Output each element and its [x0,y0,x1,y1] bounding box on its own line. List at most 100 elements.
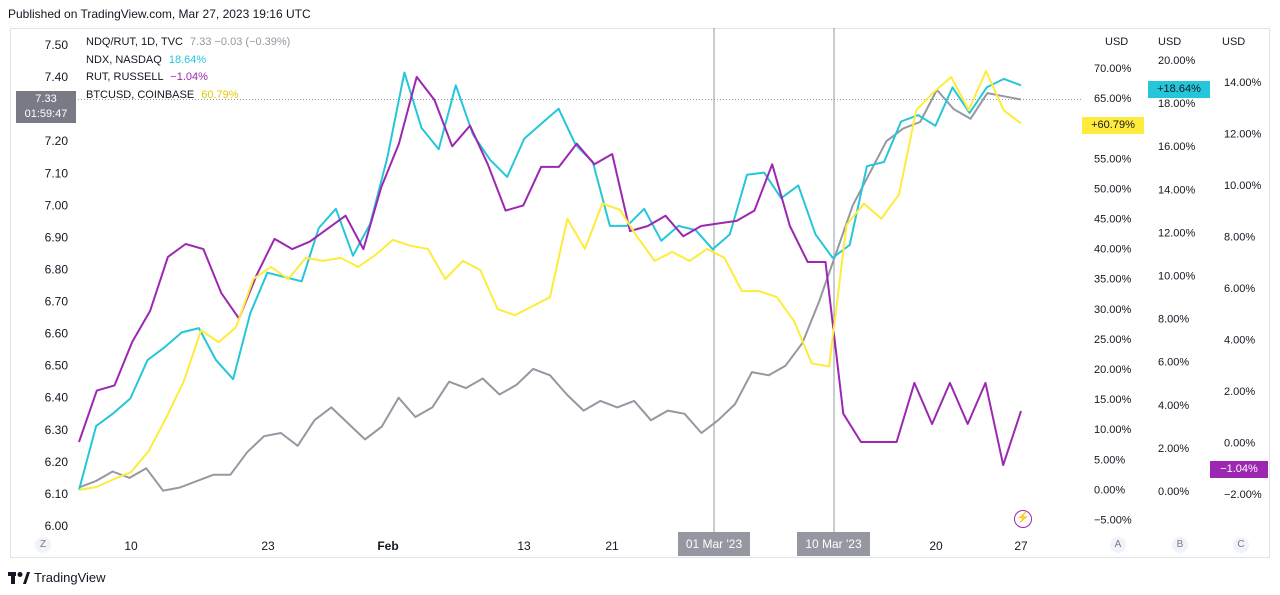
time-tick-label: 21 [605,539,619,553]
left-tick-label: 7.40 [45,70,69,84]
scale-c-tick-label: 6.00% [1224,283,1255,295]
left-tick-label: 6.10 [45,487,69,501]
left-tick-label: 6.80 [45,262,69,276]
legend-value: −1.04% [170,71,208,83]
scale-b-tick-label: 16.00% [1158,141,1196,153]
scale-a-tick-label: 5.00% [1094,454,1125,466]
left-tick-label: 6.00 [45,519,69,533]
time-axis: 10 23 Feb 13 21 20 27 [124,539,1028,553]
scale-b-tick-label: 18.00% [1158,98,1196,110]
scale-c-axis: USD 14.00% 12.00% 10.00% 8.00% 6.00% 4.00% 2.00… [1222,36,1262,501]
scale-a-tick-label: 25.00% [1094,334,1132,346]
price-tag-value: 7.33 [35,93,57,105]
crosshair-lines [713,28,835,532]
scale-c-tick-label: 10.00% [1224,180,1262,192]
time-tick-label: 13 [517,539,531,553]
left-tick-label: 6.50 [45,359,69,373]
scale-c-button[interactable]: C [1233,537,1249,553]
left-tick-label: 6.60 [45,327,69,341]
scale-a-tick-label: 50.00% [1094,183,1132,195]
legend-value: 7.33 −0.03 (−0.39%) [190,36,291,48]
legend-name: NDX, NASDAQ [86,53,162,66]
scale-a-tick-label: 65.00% [1094,93,1132,105]
scale-a-tick-label: 40.00% [1094,244,1132,256]
tradingview-footer: TradingView [8,568,106,588]
scale-z-button[interactable]: Z [35,537,51,553]
scale-b-tick-label: 8.00% [1158,314,1189,326]
scale-a-tick-label: 15.00% [1094,394,1132,406]
time-tick-label: 10 [124,539,138,553]
scale-b-tick-label: 10.00% [1158,271,1196,283]
legend-row-rut[interactable]: RUT, RUSSELL −1.04% [86,69,290,87]
scale-b-tick-label: 12.00% [1158,227,1196,239]
scale-c-title: USD [1222,36,1245,48]
legend-value: 18.64% [168,53,207,66]
left-tick-label: 7.10 [45,166,69,180]
left-tick-label: 6.90 [45,230,69,244]
current-price-tag: 7.33 01:59:47 [16,91,76,123]
scale-b-tick-label: 4.00% [1158,400,1189,412]
chart-legend: NDQ/RUT, 1D, TVC 7.33 −0.03 (−0.39%) NDX… [86,34,290,104]
date-badge-01-mar: 01 Mar '23 [678,532,750,556]
scale-b-button[interactable]: B [1172,537,1188,553]
date-badge-10-mar: 10 Mar '23 [797,532,870,556]
left-tick-label: 6.20 [45,455,69,469]
legend-row-btcusd[interactable]: BTCUSD, COINBASE 60.79% [86,87,290,105]
scale-a-axis: USD70.00%65.00%60.00%55.00%50.00%45.00%4… [1094,36,1132,527]
lightning-icon[interactable]: ⚡ [1014,510,1032,528]
scale-a-tick-label: 45.00% [1094,214,1132,226]
btc-last-value-badge: +60.79% [1082,117,1144,134]
time-tick-label: 20 [929,539,943,553]
price-tag-countdown: 01:59:47 [24,108,68,120]
scale-b-tick-label: 6.00% [1158,357,1189,369]
left-tick-label: 6.70 [45,295,69,309]
scale-a-tick-label: 10.00% [1094,424,1132,436]
time-tick-label: 23 [261,539,275,553]
scale-a-tick-label: 20.00% [1094,364,1132,376]
left-tick-label: 7.00 [45,198,69,212]
scale-a-button[interactable]: A [1110,537,1126,553]
series-line-ndx [78,71,1022,491]
scale-a-tick-label: 0.00% [1094,484,1125,496]
scale-b-tick-label: 2.00% [1158,443,1189,455]
series-line-btcusd [78,70,1022,491]
scale-c-tick-label: 4.00% [1224,335,1255,347]
series-lines [78,70,1022,492]
legend-name: BTCUSD, COINBASE [86,88,195,101]
legend-row-ndq-rut[interactable]: NDQ/RUT, 1D, TVC 7.33 −0.03 (−0.39%) [86,34,290,52]
scale-c-tick-label: 2.00% [1224,386,1255,398]
scale-b-tick-label: 0.00% [1158,486,1189,498]
legend-row-ndx[interactable]: NDX, NASDAQ 18.64% [86,52,290,70]
series-line-rut [78,75,1022,467]
legend-name: RUT, RUSSELL [86,71,164,83]
left-tick-label: 7.50 [45,38,69,52]
scale-b-title: USD [1158,36,1181,48]
scale-c-tick-label: 8.00% [1224,232,1255,244]
scale-b-tick-label: 14.00% [1158,184,1196,196]
scale-a-tick-label: −5.00% [1094,515,1132,527]
scale-a-title: USD [1105,36,1128,48]
rut-last-value-badge: −1.04% [1210,461,1268,478]
chart-frame [10,28,1270,558]
tradingview-logo-icon [8,572,30,584]
scale-b-axis: USD 20.00% 18.00% 16.00% 14.00% 12.00% 10.00% 8… [1158,36,1196,498]
published-header: Published on TradingView.com, Mar 27, 20… [8,7,311,21]
scale-a-tick-label: 35.00% [1094,274,1132,286]
left-tick-label: 7.20 [45,134,69,148]
time-tick-label: 27 [1014,539,1028,553]
time-tick-label: Feb [377,539,398,553]
scale-a-tick-label: 55.00% [1094,153,1132,165]
scale-c-tick-label: 14.00% [1224,77,1262,89]
left-tick-label: 6.40 [45,391,69,405]
ndx-last-value-badge: +18.64% [1148,81,1210,98]
scale-c-tick-label: −2.00% [1224,489,1262,501]
legend-name: NDQ/RUT, 1D, TVC [86,36,183,48]
left-tick-label: 6.30 [45,423,69,437]
scale-b-tick-label: 20.00% [1158,55,1196,67]
scale-a-tick-label: 70.00% [1094,63,1132,75]
scale-c-tick-label: 12.00% [1224,129,1262,141]
scale-a-tick-label: 30.00% [1094,304,1132,316]
scale-c-tick-label: 0.00% [1224,438,1255,450]
tradingview-brand: TradingView [34,570,106,585]
left-price-axis: 7.507.407.307.207.107.006.906.806.706.60… [45,38,1082,533]
